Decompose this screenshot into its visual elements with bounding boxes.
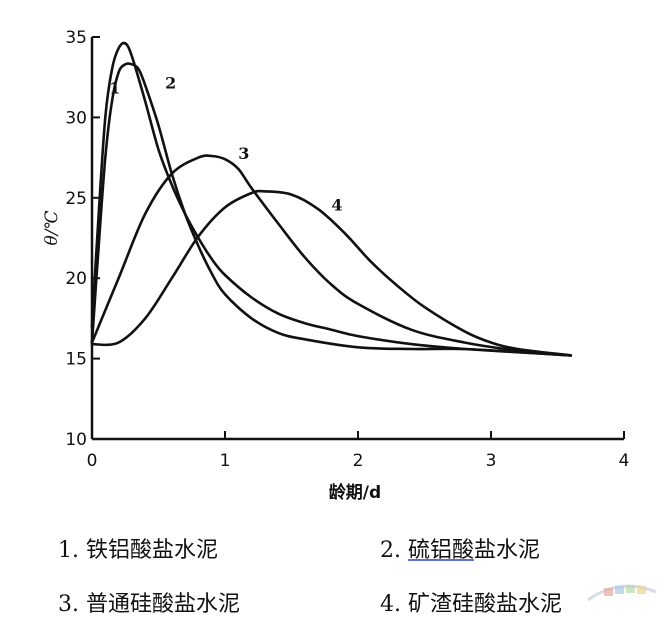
axes (90, 37, 624, 441)
y-tick-label: 25 (65, 189, 87, 209)
series-2-line (90, 62, 573, 357)
series-2-label: 2 (165, 73, 176, 92)
curves (90, 41, 573, 357)
x-tick-label: 1 (220, 451, 231, 471)
x-axis-label: 龄期/d (329, 482, 381, 503)
y-tick-label: 20 (65, 269, 87, 289)
y-tick-label: 10 (65, 430, 87, 450)
curve-labels: 1 2 3 4 (109, 73, 342, 214)
series-4-line (90, 189, 573, 357)
series-3-line (90, 154, 573, 357)
series-3-label: 3 (238, 144, 249, 163)
y-tick-label: 15 (65, 350, 87, 370)
legend-item-3: 3. 普通硅酸盐水泥 (58, 592, 240, 617)
x-tick-label: 2 (353, 451, 364, 471)
ticks: 0 1 2 3 4 10 15 20 25 30 35 (65, 28, 629, 471)
y-tick-label: 35 (65, 28, 87, 48)
watermark-logo-icon (587, 584, 657, 602)
legend-item-2: 2. 硫铝酸盐水泥 (380, 532, 540, 564)
series-4-label: 4 (331, 196, 342, 215)
series-1-label: 1 (109, 78, 120, 97)
y-axis-label: θ/℃ (42, 211, 62, 246)
legend-item-2-underlined: 硫铝酸 (407, 538, 474, 563)
legend: 1. 铁铝酸盐水泥 2. 硫铝酸盐水泥 3. 普通硅酸盐水泥 4. 矿渣硅酸盐水… (0, 520, 671, 630)
legend-item-1: 1. 铁铝酸盐水泥 (58, 538, 218, 563)
x-tick-label: 3 (486, 451, 497, 471)
legend-item-4: 4. 矿渣硅酸盐水泥 (380, 592, 562, 617)
y-tick-label: 30 (65, 108, 87, 128)
chart: 0 1 2 3 4 10 15 20 25 30 35 1 2 3 4 龄期/d θ/℃ (42, 28, 629, 503)
x-tick-label: 0 (87, 451, 98, 471)
legend-item-2-prefix: 2. (380, 538, 408, 563)
series-1-line (90, 41, 573, 357)
x-tick-label: 4 (619, 451, 630, 471)
legend-item-2-suffix: 盐水泥 (474, 538, 541, 563)
